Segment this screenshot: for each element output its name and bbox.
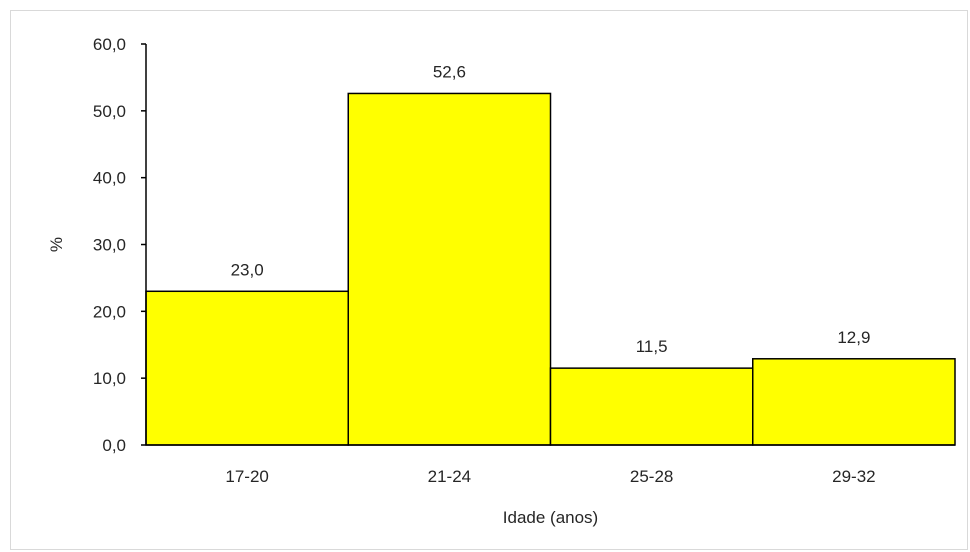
y-tick-label: 0,0 bbox=[102, 436, 126, 455]
y-axis-title: % bbox=[47, 237, 66, 252]
y-tick-label: 60,0 bbox=[93, 35, 126, 54]
y-axis-ticks: 0,0 10,0 20,0 30,0 40,0 50,0 60,0 bbox=[93, 35, 146, 455]
data-label-25-28: 11,5 bbox=[636, 337, 668, 356]
data-labels-group: 23,0 52,6 11,5 12,9 bbox=[231, 62, 871, 356]
y-tick-label: 50,0 bbox=[93, 102, 126, 121]
x-axis-title: Idade (anos) bbox=[503, 508, 598, 527]
x-tick-label-25-28: 25-28 bbox=[630, 467, 673, 486]
bar-25-28 bbox=[549, 367, 754, 446]
bars-group bbox=[145, 92, 956, 446]
x-tick-label-17-20: 17-20 bbox=[225, 467, 268, 486]
x-axis-ticks: 17-20 21-24 25-28 29-32 bbox=[225, 467, 875, 486]
y-tick-label: 20,0 bbox=[93, 302, 126, 321]
x-tick-label-21-24: 21-24 bbox=[428, 467, 471, 486]
data-label-29-32: 12,9 bbox=[837, 328, 870, 347]
data-label-21-24: 52,6 bbox=[433, 62, 466, 81]
bar-17-20 bbox=[145, 290, 349, 446]
x-tick-label-29-32: 29-32 bbox=[832, 467, 875, 486]
y-tick-label: 10,0 bbox=[93, 369, 126, 388]
bar-29-32 bbox=[752, 358, 956, 446]
data-label-17-20: 23,0 bbox=[231, 260, 264, 279]
y-tick-label: 40,0 bbox=[93, 169, 126, 188]
bar-21-24 bbox=[347, 92, 552, 446]
y-tick-label: 30,0 bbox=[93, 236, 126, 255]
